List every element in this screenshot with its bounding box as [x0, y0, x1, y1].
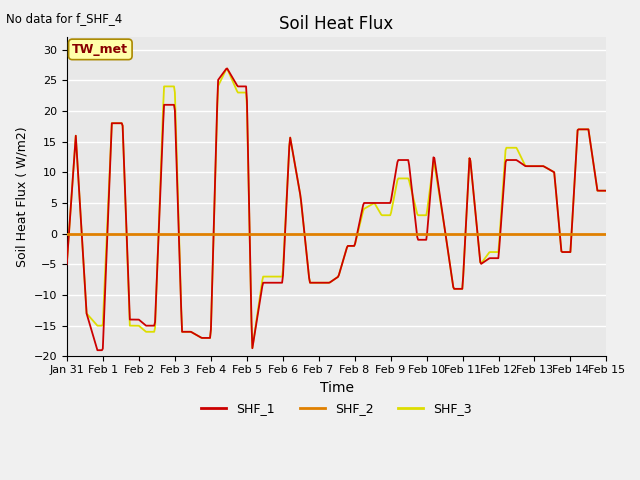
Text: No data for f_SHF_4: No data for f_SHF_4 [6, 12, 123, 25]
Text: TW_met: TW_met [72, 43, 129, 56]
Legend: SHF_1, SHF_2, SHF_3: SHF_1, SHF_2, SHF_3 [196, 397, 477, 420]
Title: Soil Heat Flux: Soil Heat Flux [280, 15, 394, 33]
Y-axis label: Soil Heat Flux ( W/m2): Soil Heat Flux ( W/m2) [15, 127, 28, 267]
X-axis label: Time: Time [319, 381, 354, 395]
